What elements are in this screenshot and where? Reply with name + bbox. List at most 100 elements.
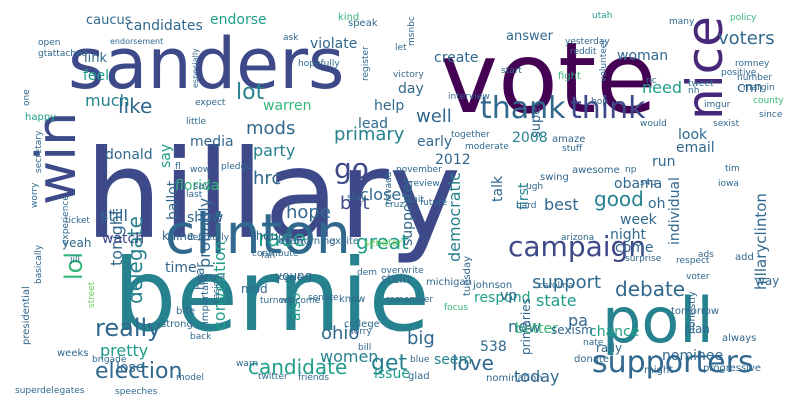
word-morning: morning bbox=[294, 236, 336, 247]
word-bill: bill bbox=[358, 343, 371, 353]
word-overwrite: overwrite bbox=[381, 266, 424, 276]
word-brigade: brigade bbox=[92, 355, 127, 365]
word-race: race bbox=[258, 227, 306, 252]
word-nomination: nomination bbox=[486, 373, 543, 384]
word-woman: woman bbox=[617, 48, 668, 64]
word-great: great bbox=[356, 230, 409, 254]
word-love: love bbox=[452, 351, 494, 375]
word-ads: ads bbox=[698, 250, 714, 260]
word-strong: strong bbox=[161, 319, 193, 330]
word-way: way bbox=[755, 274, 779, 288]
word-presidential: presidential bbox=[21, 286, 32, 345]
word-worry: worry bbox=[30, 182, 40, 208]
word-support: support bbox=[532, 272, 601, 293]
word-rally: rally bbox=[596, 341, 622, 355]
word-wait: wait bbox=[405, 195, 424, 205]
word-welcome: welcome bbox=[280, 296, 321, 306]
word-best: best bbox=[544, 195, 579, 214]
word-lose: lose bbox=[116, 360, 144, 376]
word-election: election bbox=[95, 359, 182, 384]
word-better: better bbox=[515, 321, 558, 337]
word-positive: positive bbox=[721, 68, 757, 78]
word-start: start bbox=[501, 66, 522, 76]
word-one: one bbox=[22, 89, 32, 106]
word-delegate: delegate bbox=[123, 216, 147, 304]
word-endorsement: endorsement bbox=[110, 37, 163, 46]
word-excite: excite bbox=[329, 236, 359, 247]
word-endorse: endorse bbox=[210, 12, 267, 28]
word-senate: senate bbox=[308, 293, 339, 303]
word-bite: bite bbox=[176, 306, 195, 317]
word-little: little bbox=[186, 117, 207, 127]
word-cycle: cycle bbox=[279, 273, 303, 283]
word-number: number bbox=[737, 73, 772, 83]
word-hear: hear bbox=[193, 263, 207, 290]
word-interview: interview bbox=[448, 92, 490, 102]
word-ugh: ugh bbox=[526, 182, 543, 192]
word-much: much bbox=[85, 91, 130, 110]
word-sanders: sanders bbox=[68, 23, 344, 105]
word-victory: victory bbox=[393, 70, 425, 80]
word-pa: pa bbox=[568, 311, 588, 330]
word-kasich: kasich bbox=[212, 276, 222, 304]
word-kaine: kaine bbox=[162, 229, 194, 243]
word-superdelegates: superdelegates bbox=[15, 386, 85, 396]
word-women: women bbox=[320, 347, 378, 366]
word-florida: florida bbox=[175, 178, 220, 194]
word-ask: ask bbox=[283, 33, 299, 43]
word-hillary: hillary bbox=[85, 124, 461, 266]
word-many: many bbox=[669, 17, 695, 27]
word-margin: margin bbox=[743, 83, 775, 93]
word-supporters: supporters bbox=[592, 345, 754, 380]
word-speeches: speeches bbox=[115, 387, 158, 397]
word-stuff: stuff bbox=[562, 144, 583, 154]
word-individual: individual bbox=[667, 177, 683, 245]
word-future: future bbox=[420, 198, 448, 208]
word-probably: probably bbox=[195, 198, 214, 268]
word-fl: fl bbox=[175, 162, 181, 172]
word-watch: watch bbox=[102, 231, 144, 247]
word-let: let bbox=[395, 43, 407, 53]
word-super: super bbox=[529, 101, 544, 138]
word-dem: dem bbox=[357, 268, 377, 278]
word-cruz: cruz bbox=[385, 200, 404, 210]
word-imgur: imgur bbox=[704, 100, 731, 110]
word-help: help bbox=[374, 98, 404, 114]
word-remember: remember bbox=[386, 295, 433, 305]
word-review: review bbox=[410, 179, 440, 189]
word-email: email bbox=[676, 140, 715, 156]
word-moderate: moderate bbox=[465, 142, 509, 152]
word-saw: saw bbox=[193, 181, 213, 192]
word-even: even bbox=[278, 236, 303, 247]
word-fight: fight bbox=[558, 71, 581, 82]
word-day: day bbox=[398, 81, 424, 97]
word-run: run bbox=[652, 154, 676, 170]
word-michigan: michigan bbox=[426, 277, 472, 288]
word-back: back bbox=[190, 332, 212, 342]
word-today: today bbox=[514, 367, 560, 386]
word-nc: nc bbox=[646, 76, 657, 86]
word-tomorrow: tomorrow bbox=[671, 306, 719, 317]
word-candidate: candidate bbox=[248, 355, 347, 379]
word-first: first bbox=[516, 182, 532, 210]
word-kind: kind bbox=[338, 12, 359, 23]
word-win: win bbox=[25, 112, 88, 205]
word-convention: convention bbox=[210, 241, 229, 330]
word-experience: experience bbox=[61, 195, 71, 245]
word-blue: blue bbox=[410, 355, 430, 365]
word-stay: stay bbox=[347, 193, 367, 203]
word-though: though bbox=[251, 229, 293, 243]
word-hillaryclinton: hillaryclinton bbox=[752, 193, 770, 290]
word-swing: swing bbox=[540, 172, 569, 183]
word-msnbc: msnbc bbox=[407, 16, 417, 46]
word-respond: respond bbox=[474, 290, 531, 306]
word-primaries: primaries bbox=[519, 298, 533, 355]
word-gonna: gonna bbox=[197, 272, 225, 282]
word-time: time bbox=[165, 260, 197, 276]
word-week: week bbox=[620, 212, 658, 228]
word-caucus: caucus bbox=[86, 13, 132, 28]
word-come: come bbox=[615, 240, 654, 256]
word-vote: vote bbox=[440, 22, 657, 136]
word-oh: oh bbox=[648, 196, 665, 212]
